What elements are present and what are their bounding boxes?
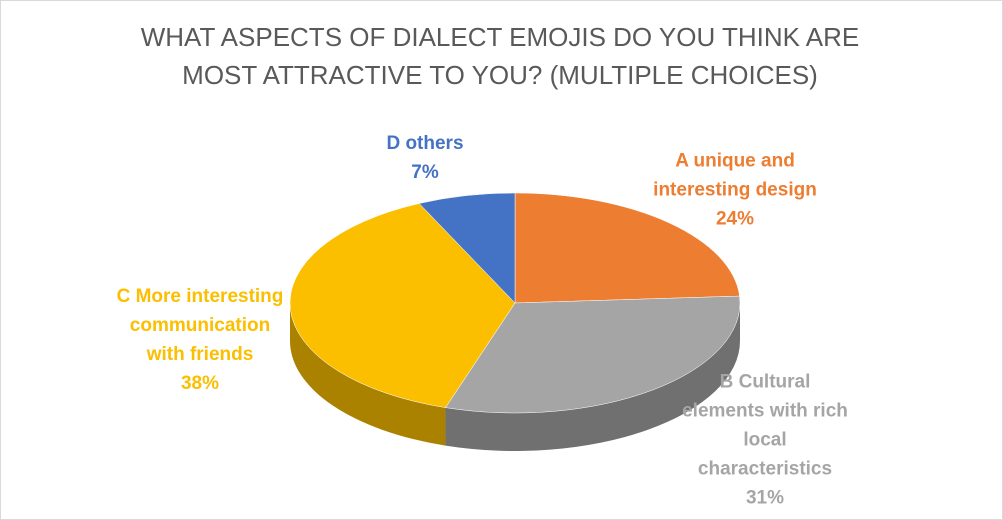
slice-side bbox=[290, 303, 446, 446]
category-label: B Cultural elements with rich local char… bbox=[682, 371, 848, 480]
data-label: D others 7% bbox=[370, 129, 480, 187]
slice bbox=[514, 192, 740, 304]
data-label: B Cultural elements with rich local char… bbox=[680, 368, 850, 513]
slice bbox=[289, 203, 516, 408]
value-label: 38% bbox=[180, 373, 220, 394]
value-label: 31% bbox=[745, 487, 785, 509]
slice-side bbox=[445, 303, 740, 451]
slice bbox=[445, 295, 741, 414]
category-label: A unique and interesting design bbox=[653, 150, 817, 201]
chart-title: WHAT ASPECTS OF DIALECT EMOJIS DO YOU TH… bbox=[140, 22, 860, 90]
category-label: C More interesting communication with fr… bbox=[116, 286, 284, 365]
data-label: C More interesting communication with fr… bbox=[115, 282, 285, 398]
data-label: A unique and interesting design 24% bbox=[650, 147, 820, 234]
slice bbox=[418, 192, 516, 304]
value-label: 7% bbox=[411, 162, 439, 183]
category-label: D others bbox=[386, 133, 464, 154]
value-label: 24% bbox=[715, 208, 755, 230]
